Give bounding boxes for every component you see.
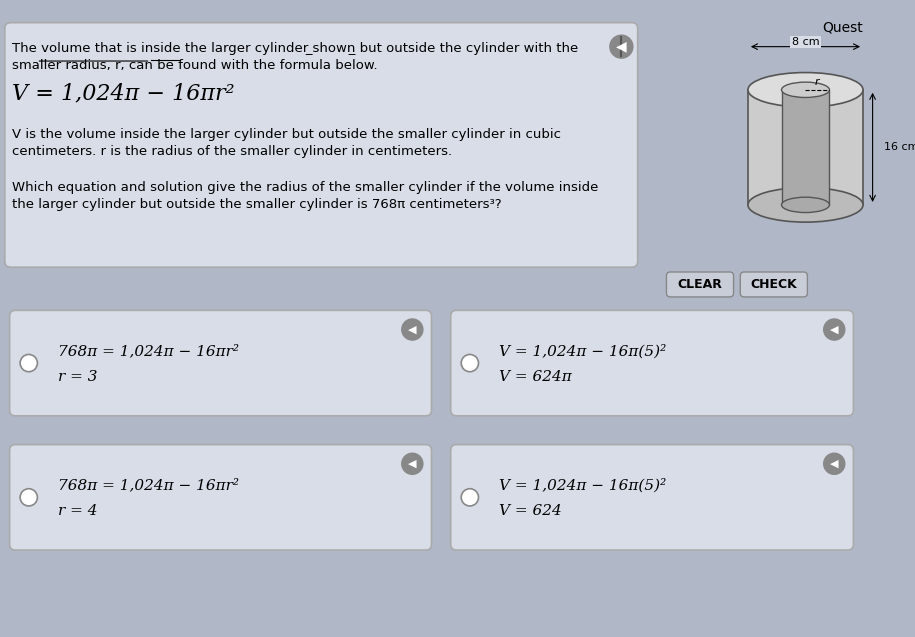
Text: 8 cm: 8 cm [791, 37, 819, 47]
Text: 16 cm: 16 cm [884, 142, 915, 152]
Ellipse shape [748, 188, 863, 222]
Text: r = 3: r = 3 [58, 370, 97, 384]
Circle shape [461, 489, 479, 506]
Text: 768π = 1,024π − 16πr²: 768π = 1,024π − 16πr² [58, 478, 239, 492]
FancyBboxPatch shape [9, 445, 432, 550]
FancyBboxPatch shape [740, 272, 807, 297]
FancyBboxPatch shape [451, 445, 854, 550]
Text: CHECK: CHECK [750, 278, 797, 291]
FancyBboxPatch shape [9, 310, 432, 416]
Circle shape [461, 354, 479, 372]
Ellipse shape [748, 73, 863, 107]
Text: Which equation and solution give the radius of the smaller cylinder if the volum: Which equation and solution give the rad… [12, 181, 597, 194]
Circle shape [402, 319, 423, 340]
Bar [781, 90, 830, 205]
FancyBboxPatch shape [5, 23, 638, 267]
Text: V = 624π: V = 624π [499, 370, 571, 384]
Text: the larger cylinder but outside the smaller cylinder is 768π centimeters³?: the larger cylinder but outside the smal… [12, 198, 501, 211]
Text: r: r [814, 77, 819, 87]
Text: V = 1,024π − 16π(5)²: V = 1,024π − 16π(5)² [499, 344, 666, 358]
Text: ◀: ◀ [408, 324, 416, 334]
Text: Quest: Quest [823, 21, 863, 35]
FancyBboxPatch shape [666, 272, 734, 297]
Circle shape [824, 319, 845, 340]
Circle shape [824, 454, 845, 475]
Text: V is the volume inside the larger cylinder but outside the smaller cylinder in c: V is the volume inside the larger cylind… [12, 128, 561, 141]
Text: 768π = 1,024π − 16πr²: 768π = 1,024π − 16πr² [58, 344, 239, 358]
Text: ◀: ◀ [408, 459, 416, 469]
Text: ◀: ◀ [830, 324, 838, 334]
Circle shape [610, 35, 633, 58]
Circle shape [20, 489, 38, 506]
Text: smaller radius, r, can be found with the formula below.: smaller radius, r, can be found with the… [12, 59, 377, 72]
Text: r = 4: r = 4 [58, 504, 97, 518]
Circle shape [402, 454, 423, 475]
FancyBboxPatch shape [451, 310, 854, 416]
Ellipse shape [781, 197, 830, 213]
Text: V = 1,024π − 16πr²: V = 1,024π − 16πr² [12, 82, 234, 104]
Bar [748, 90, 863, 205]
Ellipse shape [781, 82, 830, 97]
Text: V = 624: V = 624 [499, 504, 562, 518]
Text: CLEAR: CLEAR [678, 278, 723, 291]
Text: The volume that is inside the larger cylinder ̲shown̲ but outside the cylinder w: The volume that is inside the larger cyl… [12, 42, 577, 55]
Circle shape [20, 354, 38, 372]
Text: ◀: ◀ [830, 459, 838, 469]
Text: ◀: ◀ [616, 39, 627, 54]
Text: V = 1,024π − 16π(5)²: V = 1,024π − 16π(5)² [499, 478, 666, 492]
Text: centimeters. r is the radius of the smaller cylinder in centimeters.: centimeters. r is the radius of the smal… [12, 145, 452, 159]
